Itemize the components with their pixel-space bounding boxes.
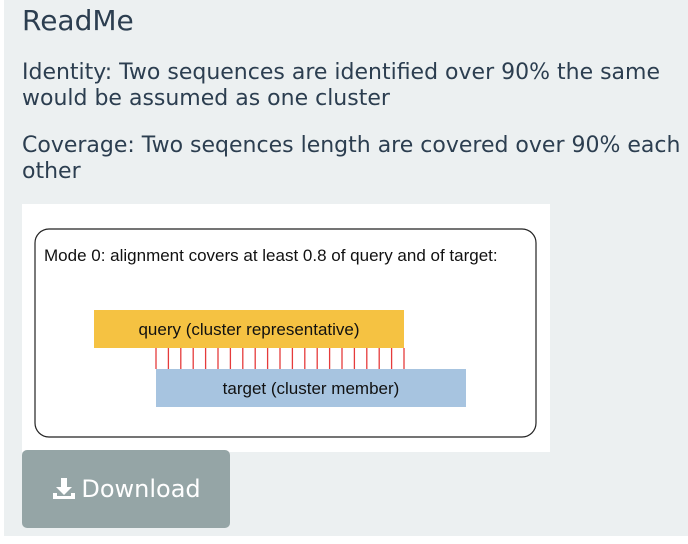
alignment-links [155, 348, 405, 369]
coverage-diagram: Mode 0: alignment covers at least 0.8 of… [34, 228, 537, 438]
figure-caption: Mode 0: alignment covers at least 0.8 of… [44, 246, 498, 265]
readme-panel: ReadMe Identity: Two sequences are ident… [4, 0, 688, 536]
coverage-description: Coverage: Two seqences length are covere… [22, 133, 681, 184]
target-label: target (cluster member) [223, 379, 400, 398]
identity-description: Identity: Two sequences are identified o… [22, 60, 660, 111]
target-bar [156, 369, 466, 407]
download-button[interactable]: Download [22, 450, 230, 528]
coverage-mode-figure: Mode 0: alignment covers at least 0.8 of… [22, 204, 550, 452]
download-icon [53, 478, 76, 499]
readme-title: ReadMe [22, 4, 134, 37]
download-label: Download [81, 475, 201, 503]
query-label: query (cluster representative) [138, 320, 359, 339]
query-bar [94, 310, 404, 348]
